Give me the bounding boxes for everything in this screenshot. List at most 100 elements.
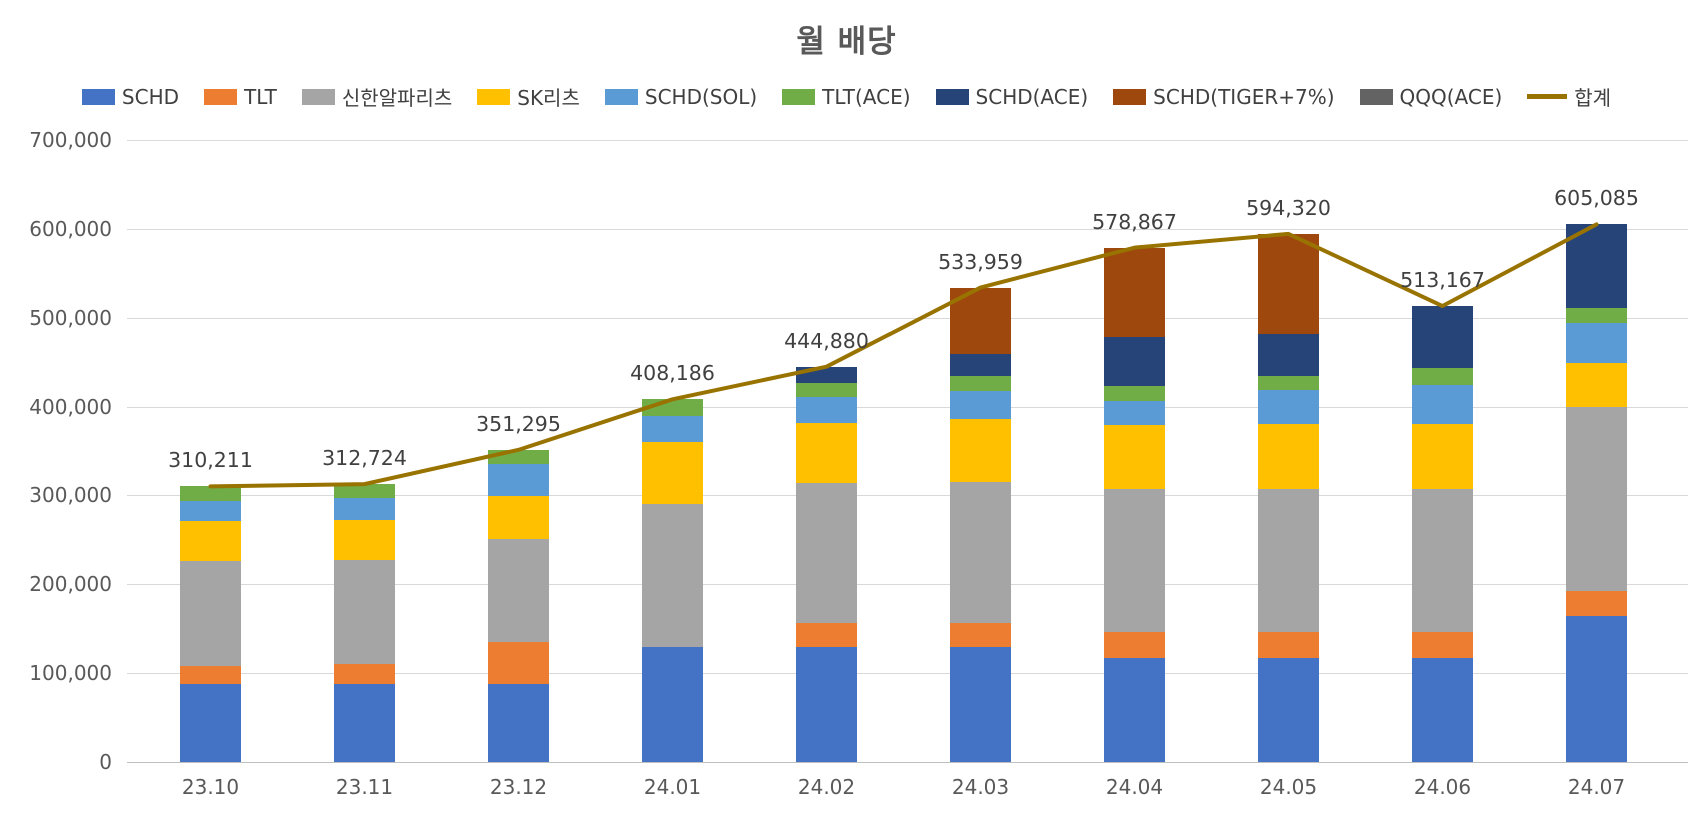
bar-segment-SCHD(SOL)-24.07[interactable] (1566, 323, 1627, 364)
bar-segment-TLT-24.04[interactable] (1104, 632, 1165, 659)
bar-segment-SK리츠-23.12[interactable] (488, 495, 549, 539)
bar-segment-SCHD(SOL)-24.01[interactable] (642, 416, 703, 443)
bar-segment-신한알파리츠-24.07[interactable] (1566, 407, 1627, 592)
bar-segment-SCHD(TIGER+7%)-24.05[interactable] (1258, 233, 1319, 334)
y-axis-tick-label: 100,000 (29, 661, 112, 686)
bar-segment-TLT(ACE)-24.07[interactable] (1566, 307, 1627, 324)
bar-segment-TLT-24.03[interactable] (950, 622, 1011, 648)
bar-segment-SK리츠-24.06[interactable] (1412, 424, 1473, 490)
bar-segment-TLT-24.06[interactable] (1412, 632, 1473, 659)
y-axis-tick-label: 300,000 (29, 483, 112, 508)
bar-segment-SCHD(SOL)-23.11[interactable] (334, 498, 395, 521)
legend-item-SCHD(SOL)[interactable]: SCHD(SOL) (604, 84, 758, 109)
bar-segment-신한알파리츠-23.10[interactable] (180, 561, 241, 667)
gridline (127, 673, 1688, 675)
bar-segment-TLT(ACE)-23.11[interactable] (334, 484, 395, 499)
bar-segment-SCHD-23.12[interactable] (488, 683, 549, 762)
total-line[interactable] (208, 222, 1599, 489)
total-data-label: 533,959 (938, 249, 1023, 274)
bar-segment-SK리츠-24.02[interactable] (796, 422, 857, 483)
legend-item-TLT[interactable]: TLT (204, 85, 277, 109)
bar-segment-TLT(ACE)-23.10[interactable] (180, 486, 241, 502)
bar-segment-신한알파리츠-24.06[interactable] (1412, 489, 1473, 633)
bar-segment-SK리츠-24.05[interactable] (1258, 424, 1319, 490)
bar-segment-SK리츠-24.07[interactable] (1566, 363, 1627, 408)
bar-segment-SCHD(TIGER+7%)-24.04[interactable] (1104, 247, 1165, 338)
bar-segment-SCHD-24.07[interactable] (1566, 616, 1627, 762)
bar-segment-SCHD-24.05[interactable] (1258, 658, 1319, 762)
bar-segment-SCHD(SOL)-23.12[interactable] (488, 464, 549, 496)
bar-segment-TLT-24.02[interactable] (796, 622, 857, 648)
legend-color-swatch (81, 88, 115, 105)
bar-segment-SK리츠-24.04[interactable] (1104, 425, 1165, 490)
legend-label: QQQ(ACE) (1399, 84, 1503, 109)
bar-segment-TLT-23.10[interactable] (180, 666, 241, 684)
legend-label: SCHD (121, 84, 180, 109)
bar-segment-TLT(ACE)-24.05[interactable] (1258, 376, 1319, 390)
bar-segment-신한알파리츠-23.12[interactable] (488, 538, 549, 643)
legend-item-SCHD(ACE)[interactable]: SCHD(ACE) (935, 85, 1088, 109)
bar-segment-SCHD-23.11[interactable] (334, 683, 395, 762)
bar-segment-TLT-24.07[interactable] (1566, 591, 1627, 617)
bar-segment-신한알파리츠-23.11[interactable] (334, 560, 395, 665)
legend-item-합계[interactable]: 합계 (1527, 82, 1611, 111)
chart-title: 월 배당 (796, 24, 897, 60)
bar-segment-SCHD-24.01[interactable] (642, 646, 703, 762)
bar-segment-TLT-24.05[interactable] (1258, 632, 1319, 659)
bar-segment-SCHD(ACE)-24.07[interactable] (1566, 224, 1627, 308)
bar-segment-SCHD(SOL)-24.02[interactable] (796, 396, 857, 423)
legend-item-TLT(ACE)[interactable]: TLT(ACE) (782, 84, 911, 109)
bar-segment-신한알파리츠-24.05[interactable] (1258, 489, 1319, 633)
bar-segment-TLT(ACE)-24.06[interactable] (1412, 368, 1473, 386)
bar-segment-TLT(ACE)-24.02[interactable] (796, 382, 857, 397)
bar-segment-SCHD-23.10[interactable] (180, 683, 241, 762)
bar-segment-SCHD(SOL)-24.03[interactable] (950, 391, 1011, 420)
legend-color-swatch (782, 88, 816, 105)
gridline (127, 406, 1688, 408)
bar-segment-SCHD(SOL)-23.10[interactable] (180, 501, 241, 521)
bar-segment-TLT-23.12[interactable] (488, 642, 549, 684)
legend-label: SCHD(SOL) (644, 84, 758, 109)
legend-item-QQQ(ACE)[interactable]: QQQ(ACE) (1359, 84, 1503, 109)
bar-segment-TLT-23.11[interactable] (334, 664, 395, 684)
legend-color-swatch (477, 88, 511, 105)
bar-segment-SK리츠-24.03[interactable] (950, 419, 1011, 483)
bar-segment-신한알파리츠-24.01[interactable] (642, 504, 703, 647)
bar-segment-신한알파리츠-24.02[interactable] (796, 483, 857, 623)
bar-segment-TLT(ACE)-24.03[interactable] (950, 375, 1011, 392)
bar-segment-SCHD(SOL)-24.04[interactable] (1104, 401, 1165, 426)
legend-line-swatch (1527, 94, 1568, 99)
x-axis-tick-label: 23.10 (181, 775, 240, 799)
y-axis-tick-label: 200,000 (29, 572, 112, 597)
total-data-label: 408,186 (630, 361, 715, 386)
bar-segment-SK리츠-23.11[interactable] (334, 520, 395, 561)
bar-segment-SCHD-24.02[interactable] (796, 647, 857, 762)
bar-segment-SCHD(ACE)-24.03[interactable] (950, 354, 1011, 376)
bar-segment-SCHD(SOL)-24.06[interactable] (1412, 385, 1473, 425)
bar-segment-SCHD-24.06[interactable] (1412, 658, 1473, 762)
legend-item-SK리츠[interactable]: SK리츠 (477, 82, 580, 111)
bar-segment-SK리츠-24.01[interactable] (642, 442, 703, 505)
bar-segment-신한알파리츠-24.04[interactable] (1104, 489, 1165, 633)
x-axis-tick-label: 24.06 (1413, 775, 1472, 799)
bar-segment-SCHD(SOL)-24.05[interactable] (1258, 389, 1319, 425)
bar-segment-신한알파리츠-24.03[interactable] (950, 482, 1011, 623)
bar-segment-SCHD(ACE)-24.04[interactable] (1104, 337, 1165, 387)
legend-label: TLT(ACE) (822, 84, 911, 109)
bar-segment-SCHD-24.04[interactable] (1104, 658, 1165, 762)
y-axis-tick-label: 700,000 (29, 128, 112, 152)
legend-color-swatch (1113, 88, 1147, 105)
x-axis-tick-label: 24.01 (643, 775, 702, 799)
bar-segment-SCHD(ACE)-24.06[interactable] (1412, 306, 1473, 369)
legend-label: SCHD(TIGER+7%) (1153, 84, 1335, 109)
bar-segment-SCHD-24.03[interactable] (950, 647, 1011, 762)
bar-segment-SK리츠-23.10[interactable] (180, 520, 241, 562)
legend-label: TLT (244, 84, 277, 109)
legend-label: SK리츠 (517, 86, 580, 110)
legend-item-SCHD[interactable]: SCHD (81, 84, 180, 109)
x-axis-tick-label: 24.03 (951, 775, 1010, 799)
legend-item-SCHD(TIGER+7%)[interactable]: SCHD(TIGER+7%) (1113, 84, 1335, 109)
legend-item-신한알파리츠[interactable]: 신한알파리츠 (301, 82, 452, 111)
bar-segment-TLT(ACE)-24.04[interactable] (1104, 386, 1165, 402)
bar-segment-SCHD(ACE)-24.05[interactable] (1258, 333, 1319, 377)
